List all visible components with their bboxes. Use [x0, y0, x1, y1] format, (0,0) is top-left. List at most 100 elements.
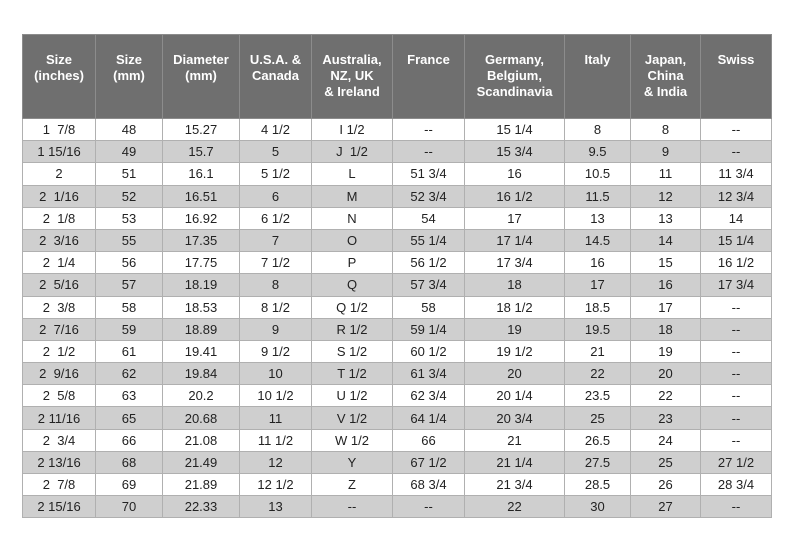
cell-australia-nz-uk-ireland: T 1/2	[311, 362, 393, 386]
cell-australia-nz-uk-ireland: L	[311, 162, 393, 186]
cell-diameter-mm: 21.89	[162, 472, 240, 497]
cell-size-mm: 68	[95, 450, 163, 475]
cell-swiss: --	[700, 339, 772, 364]
cell-france: 52 3/4	[392, 184, 465, 208]
cell-swiss: 15 1/4	[700, 228, 772, 253]
cell-usa-canada: 8 1/2	[239, 295, 312, 319]
cell-size-inches: 2 9/16	[22, 362, 96, 386]
cell-japan-china-india: 11	[630, 162, 701, 186]
cell-diameter-mm: 17.35	[162, 228, 240, 253]
cell-australia-nz-uk-ireland: O	[311, 228, 393, 253]
cell-diameter-mm: 20.2	[162, 384, 240, 408]
cell-size-mm: 49	[95, 140, 163, 164]
table-row: 2 1/4 56 17.75 7 1/2 P 56 1/2 17 3/4 16 15 16 1/2	[22, 251, 772, 275]
table-header: Size (inches) Size (mm) Diameter (mm) U.S.A…	[22, 34, 772, 119]
cell-germany-belgium-scandinavia: 19 1/2	[464, 339, 565, 364]
cell-germany-belgium-scandinavia: 15 3/4	[464, 140, 565, 164]
header-diameter-mm: Diameter (mm)	[162, 34, 240, 119]
cell-usa-canada: 13	[239, 495, 312, 519]
cell-diameter-mm: 18.53	[162, 295, 240, 319]
cell-japan-china-india: 19	[630, 339, 701, 364]
table-row: 2 3/4 66 21.08 11 1/2 W 1/2 66 21 26.5 24 --	[22, 428, 772, 452]
cell-size-inches: 2 7/16	[22, 317, 96, 341]
cell-swiss: 12 3/4	[700, 184, 772, 208]
cell-japan-china-india: 25	[630, 450, 701, 475]
cell-usa-canada: 12 1/2	[239, 472, 312, 497]
cell-germany-belgium-scandinavia: 17 1/4	[464, 228, 565, 253]
cell-swiss: --	[700, 428, 772, 452]
header-size-inches: Size (inches)	[22, 34, 96, 119]
table-row: 2 1/16 52 16.51 6 M 52 3/4 16 1/2 11.5 12 12 3/4	[22, 184, 772, 208]
cell-usa-canada: 11 1/2	[239, 428, 312, 452]
cell-japan-china-india: 13	[630, 206, 701, 230]
cell-size-mm: 57	[95, 273, 163, 297]
cell-swiss: 17 3/4	[700, 273, 772, 297]
cell-size-inches: 2 5/16	[22, 273, 96, 297]
cell-usa-canada: 5 1/2	[239, 162, 312, 186]
cell-germany-belgium-scandinavia: 20	[464, 362, 565, 386]
cell-size-mm: 65	[95, 406, 163, 430]
cell-france: 54	[392, 206, 465, 230]
header-size-mm: Size (mm)	[95, 34, 163, 119]
cell-japan-china-india: 9	[630, 140, 701, 164]
cell-size-mm: 53	[95, 206, 163, 230]
cell-italy: 17	[564, 273, 631, 297]
cell-size-mm: 56	[95, 251, 163, 275]
cell-swiss: --	[700, 117, 772, 142]
cell-france: 64 1/4	[392, 406, 465, 430]
cell-italy: 18.5	[564, 295, 631, 319]
cell-australia-nz-uk-ireland: W 1/2	[311, 428, 393, 452]
cell-italy: 13	[564, 206, 631, 230]
cell-italy: 26.5	[564, 428, 631, 452]
cell-swiss: 14	[700, 206, 772, 230]
cell-france: 60 1/2	[392, 339, 465, 364]
cell-diameter-mm: 19.41	[162, 339, 240, 364]
cell-germany-belgium-scandinavia: 19	[464, 317, 565, 341]
table-row: 2 9/16 62 19.84 10 T 1/2 61 3/4 20 22 20 --	[22, 362, 772, 386]
cell-italy: 11.5	[564, 184, 631, 208]
cell-australia-nz-uk-ireland: P	[311, 251, 393, 275]
cell-diameter-mm: 15.7	[162, 140, 240, 164]
cell-france: 66	[392, 428, 465, 452]
cell-size-mm: 63	[95, 384, 163, 408]
cell-diameter-mm: 16.92	[162, 206, 240, 230]
cell-france: 57 3/4	[392, 273, 465, 297]
cell-size-mm: 70	[95, 495, 163, 519]
cell-usa-canada: 8	[239, 273, 312, 297]
table-body: 1 7/8 48 15.27 4 1/2 I 1/2 -- 15 1/4 8 8 -- 1 15/1…	[22, 117, 772, 519]
cell-size-inches: 2 7/8	[22, 472, 96, 497]
cell-japan-china-india: 8	[630, 117, 701, 142]
cell-size-inches: 1 7/8	[22, 117, 96, 142]
cell-france: 55 1/4	[392, 228, 465, 253]
cell-size-mm: 66	[95, 428, 163, 452]
table-row: 1 7/8 48 15.27 4 1/2 I 1/2 -- 15 1/4 8 8 --	[22, 117, 772, 142]
cell-usa-canada: 5	[239, 140, 312, 164]
cell-size-inches: 2 1/16	[22, 184, 96, 208]
cell-france: 51 3/4	[392, 162, 465, 186]
ring-size-conversion-table: Size (inches) Size (mm) Diameter (mm) U.S.A…	[22, 34, 772, 519]
cell-diameter-mm: 17.75	[162, 251, 240, 275]
cell-japan-china-india: 23	[630, 406, 701, 430]
table-row: 2 5/8 63 20.2 10 1/2 U 1/2 62 3/4 20 1/4 23.5 22…	[22, 384, 772, 408]
cell-italy: 14.5	[564, 228, 631, 253]
cell-usa-canada: 7 1/2	[239, 251, 312, 275]
cell-swiss: --	[700, 495, 772, 519]
cell-australia-nz-uk-ireland: Y	[311, 450, 393, 475]
cell-australia-nz-uk-ireland: Q 1/2	[311, 295, 393, 319]
cell-japan-china-india: 24	[630, 428, 701, 452]
cell-usa-canada: 6 1/2	[239, 206, 312, 230]
cell-germany-belgium-scandinavia: 15 1/4	[464, 117, 565, 142]
cell-australia-nz-uk-ireland: J 1/2	[311, 140, 393, 164]
cell-diameter-mm: 18.89	[162, 317, 240, 341]
cell-italy: 21	[564, 339, 631, 364]
header-australia-nz-uk-ireland: Australia, NZ, UK & Ireland	[311, 34, 393, 119]
table-row: 2 1/2 61 19.41 9 1/2 S 1/2 60 1/2 19 1/2 21 19 --	[22, 339, 772, 364]
cell-swiss: --	[700, 362, 772, 386]
cell-size-inches: 2 3/4	[22, 428, 96, 452]
cell-italy: 16	[564, 251, 631, 275]
cell-swiss: 11 3/4	[700, 162, 772, 186]
cell-japan-china-india: 15	[630, 251, 701, 275]
cell-swiss: --	[700, 384, 772, 408]
cell-diameter-mm: 21.49	[162, 450, 240, 475]
cell-japan-china-india: 26	[630, 472, 701, 497]
